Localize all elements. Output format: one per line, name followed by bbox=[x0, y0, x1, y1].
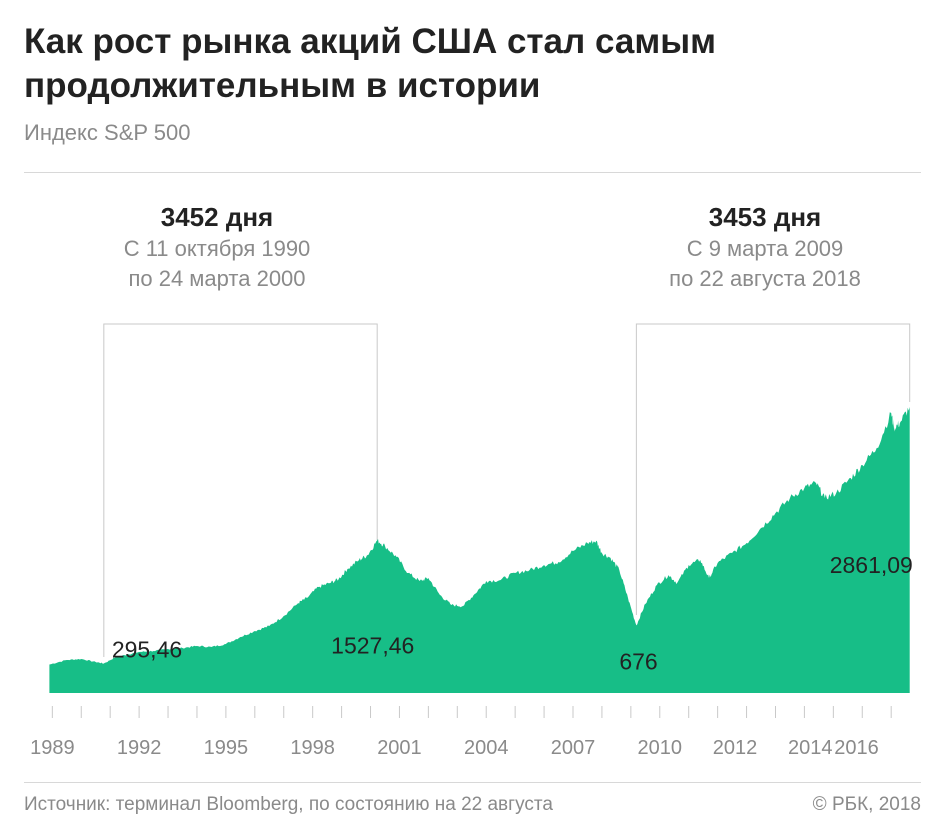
period-2-start: С 9 марта 2009 bbox=[686, 236, 844, 261]
period-2-end: по 22 августа 2018 bbox=[669, 266, 861, 291]
period-2-caption: 3453 дня С 9 марта 2009 по 22 августа 20… bbox=[605, 200, 925, 294]
x-tick-label-2001: 2001 bbox=[377, 737, 422, 759]
x-tick-label-2012: 2012 bbox=[713, 737, 758, 759]
period-1-caption: 3452 дня С 11 октября 1990 по 24 марта 2… bbox=[57, 200, 377, 294]
x-tick-label-1998: 1998 bbox=[290, 737, 335, 759]
value-label-2: 1527,46 bbox=[331, 632, 414, 658]
x-tick-label-2004: 2004 bbox=[464, 737, 509, 759]
page-title: Как рост рынка акций США стал самым прод… bbox=[24, 22, 717, 105]
x-tick-label-1992: 1992 bbox=[117, 737, 162, 759]
period-1-start: С 11 октября 1990 bbox=[123, 236, 311, 261]
value-label-4: 2861,09 bbox=[830, 552, 913, 578]
period-1-days: 3452 дня bbox=[160, 202, 274, 232]
x-tick-label-1995: 1995 bbox=[204, 737, 249, 759]
x-tick-label-1989: 1989 bbox=[30, 737, 75, 759]
value-label-3: 676 bbox=[619, 648, 657, 674]
x-tick-label-2007: 2007 bbox=[551, 737, 596, 759]
bottom-divider bbox=[24, 782, 921, 783]
period-1-end: по 24 марта 2000 bbox=[128, 266, 306, 291]
copyright: © РБК, 2018 bbox=[812, 794, 921, 815]
x-tick-label-2010: 2010 bbox=[638, 737, 683, 759]
value-label-1: 295,46 bbox=[112, 636, 182, 662]
period-1-bracket bbox=[103, 323, 378, 657]
period-2-bracket bbox=[635, 323, 911, 615]
page-subtitle: Индекс S&P 500 bbox=[24, 120, 191, 145]
top-divider bbox=[24, 172, 921, 173]
index-area bbox=[49, 406, 910, 693]
source-note: Источник: терминал Bloomberg, по состоян… bbox=[24, 794, 553, 815]
x-tick-label-2014: 2014 bbox=[788, 737, 833, 759]
x-tick-label-2016: 2016 bbox=[834, 737, 879, 759]
period-2-days: 3453 дня bbox=[708, 202, 822, 232]
